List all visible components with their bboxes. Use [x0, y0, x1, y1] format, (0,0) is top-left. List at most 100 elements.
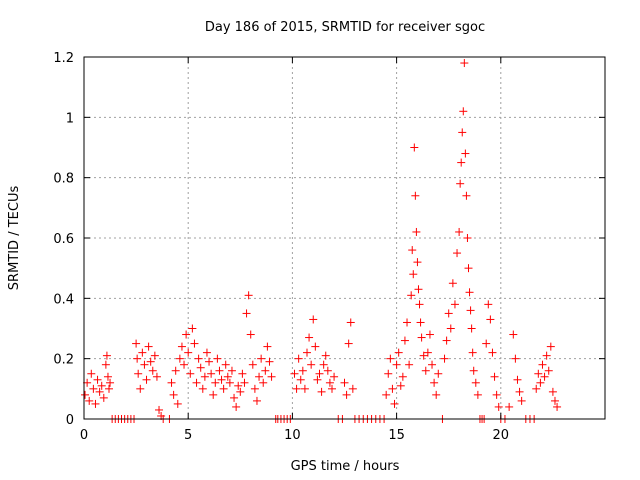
- data-point: [294, 354, 303, 363]
- data-point: [230, 393, 239, 402]
- data-point: [455, 227, 464, 236]
- data-point: [307, 360, 316, 369]
- data-point: [102, 351, 111, 360]
- data-point: [250, 384, 259, 393]
- grid: [84, 57, 605, 419]
- data-point: [462, 191, 471, 200]
- data-point: [450, 300, 459, 309]
- data-point: [87, 369, 96, 378]
- y-tick-label: 1.2: [53, 51, 74, 66]
- data-point: [471, 378, 480, 387]
- data-point: [188, 324, 197, 333]
- data-point: [390, 399, 399, 408]
- data-point: [317, 387, 326, 396]
- data-point: [466, 306, 475, 315]
- data-point: [442, 336, 451, 345]
- data-point: [444, 309, 453, 318]
- data-point: [468, 348, 477, 357]
- data-point: [467, 324, 476, 333]
- data-point: [419, 351, 428, 360]
- y-tick-label: 0.2: [53, 353, 74, 368]
- data-point: [263, 342, 272, 351]
- data-point: [177, 342, 186, 351]
- data-point: [544, 366, 553, 375]
- data-point: [430, 378, 439, 387]
- data-point: [267, 372, 276, 381]
- data-point: [469, 366, 478, 375]
- data-point: [171, 366, 180, 375]
- data-point: [407, 291, 416, 300]
- data-point: [140, 360, 149, 369]
- data-point: [205, 357, 214, 366]
- data-point: [400, 336, 409, 345]
- data-point: [517, 396, 526, 405]
- data-point: [396, 381, 405, 390]
- data-point: [494, 402, 503, 411]
- data-point: [136, 384, 145, 393]
- data-point: [103, 372, 112, 381]
- data-point: [488, 348, 497, 357]
- data-point: [492, 390, 501, 399]
- data-point: [150, 351, 159, 360]
- data-point: [457, 158, 466, 167]
- data-point: [192, 378, 201, 387]
- data-point: [242, 309, 251, 318]
- data-point: [106, 378, 115, 387]
- data-point: [413, 258, 422, 267]
- data-point: [300, 384, 309, 393]
- data-point: [234, 381, 243, 390]
- data-point: [440, 354, 449, 363]
- data-point: [246, 330, 255, 339]
- data-point: [456, 179, 465, 188]
- data-point: [142, 375, 151, 384]
- data-point: [461, 149, 470, 158]
- y-tick-label: 0.8: [53, 172, 74, 187]
- data-point: [482, 339, 491, 348]
- data-point: [290, 369, 299, 378]
- x-tick-label: 5: [184, 428, 192, 443]
- data-points: [81, 59, 562, 423]
- data-point: [490, 372, 499, 381]
- x-tick-label: 15: [388, 428, 405, 443]
- data-point: [458, 128, 467, 137]
- data-point: [425, 330, 434, 339]
- data-point: [409, 270, 418, 279]
- data-point: [408, 246, 417, 255]
- data-point: [255, 372, 264, 381]
- data-point: [261, 366, 270, 375]
- data-point: [465, 288, 474, 297]
- data-point: [232, 402, 241, 411]
- data-point: [132, 339, 141, 348]
- data-point: [190, 339, 199, 348]
- data-point: [327, 384, 336, 393]
- data-point: [144, 342, 153, 351]
- data-point: [553, 402, 562, 411]
- data-point: [342, 390, 351, 399]
- data-point: [207, 369, 216, 378]
- data-point: [296, 375, 305, 384]
- data-point: [534, 369, 543, 378]
- data-point: [515, 387, 524, 396]
- data-point: [213, 354, 222, 363]
- data-point: [423, 348, 432, 357]
- data-point: [315, 369, 324, 378]
- data-point: [405, 360, 414, 369]
- data-point: [134, 369, 143, 378]
- data-point: [486, 315, 495, 324]
- data-point: [133, 354, 142, 363]
- data-point: [184, 348, 193, 357]
- data-point: [219, 384, 228, 393]
- data-point: [202, 348, 211, 357]
- chart-title: Day 186 of 2015, SRMTID for receiver sgo…: [205, 20, 485, 35]
- data-point: [101, 360, 110, 369]
- data-point: [244, 291, 253, 300]
- data-point: [509, 330, 518, 339]
- data-point: [319, 360, 328, 369]
- axis-ticks: 0 0.2 0.4 0.6 0.8 1 1.2 0 5 10 15 20: [53, 51, 605, 443]
- data-point: [240, 378, 249, 387]
- data-point: [265, 357, 274, 366]
- data-point: [215, 366, 224, 375]
- data-point: [227, 366, 236, 375]
- y-tick-label: 1: [66, 111, 74, 126]
- data-point: [169, 390, 178, 399]
